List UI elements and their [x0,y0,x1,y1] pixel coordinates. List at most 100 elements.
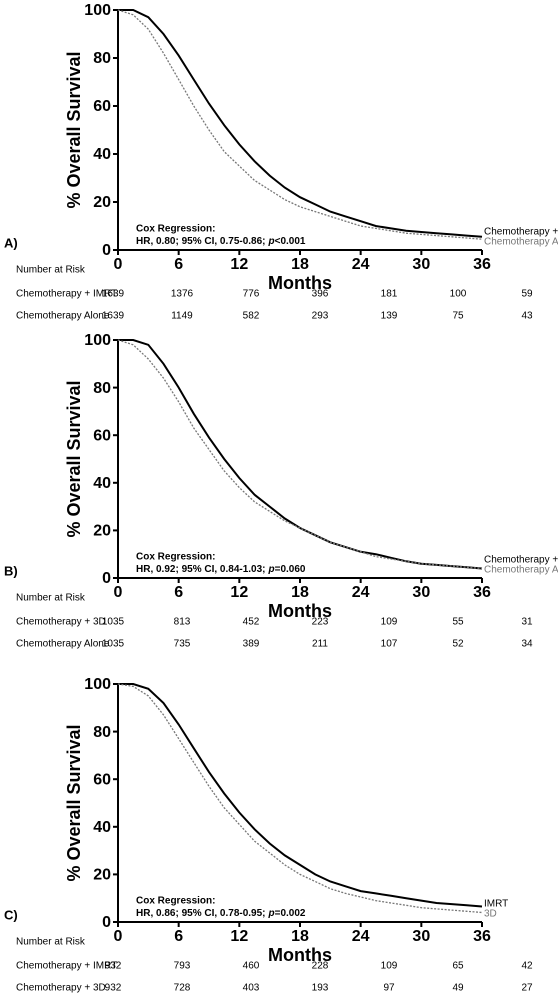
risk-value: 452 [243,617,260,628]
y-tick-label: 40 [93,475,111,492]
y-tick-label: 60 [93,427,111,444]
legend-label: Chemotherapy Alone [484,565,558,576]
y-tick-label: 0 [102,914,111,931]
x-tick-label: 24 [352,256,370,273]
x-tick-label: 12 [230,256,248,273]
risk-value: 1149 [171,311,193,322]
risk-row-name: Chemotherapy Alone [16,311,110,322]
risk-value: 228 [312,961,329,972]
survival-curve [117,683,483,914]
annotation-part: HR, 0.80; 95% CI, 0.75-0.86; [136,236,266,247]
y-tick-label: 60 [93,771,111,788]
y-tick-label: 100 [84,676,111,693]
risk-value: 728 [174,983,191,994]
risk-value: 52 [452,639,464,650]
y-tick-label: 20 [93,194,111,211]
annotation-part: =0.002 [275,908,306,919]
risk-row-name: Chemotherapy + 3D [16,983,106,994]
y-tick-label: 40 [93,146,111,163]
risk-value: 582 [243,311,260,322]
y-axis-label: % Overall Survival [64,51,84,208]
risk-table-title: Number at Risk [16,937,86,948]
legend-label: Chemotherapy + 3D [484,555,558,566]
x-tick-label: 30 [412,256,430,273]
risk-value: 1639 [102,311,125,322]
risk-value: 1035 [102,617,125,628]
y-tick-label: 20 [93,867,111,884]
survival-curve [118,9,483,238]
legend-label: Chemotherapy + IMRT [484,227,558,238]
risk-value: 293 [312,311,329,322]
x-tick-label: 0 [114,584,123,601]
risk-value: 109 [381,961,398,972]
risk-row-name: Chemotherapy + 3D [16,617,106,628]
y-axis-label: % Overall Survival [64,380,84,537]
risk-value: 31 [521,617,533,628]
x-tick-label: 18 [291,928,309,945]
risk-value: 1376 [171,289,194,300]
risk-value: 139 [381,311,398,322]
y-tick-label: 0 [102,570,111,587]
risk-value: 1035 [102,639,125,650]
x-axis-label: Months [268,273,332,293]
x-tick-label: 24 [352,584,370,601]
x-axis-label: Months [268,601,332,621]
survival-curve [117,339,483,570]
y-axis-label: % Overall Survival [64,724,84,881]
risk-value: 403 [243,983,260,994]
x-tick-label: 0 [114,928,123,945]
annotation-text: HR, 0.92; 95% CI, 0.84-1.03; p=0.060 [136,564,306,575]
legend-label: Chemotherapy Alone [484,237,558,248]
risk-table-title: Number at Risk [16,265,86,276]
y-tick-label: 80 [93,724,111,741]
risk-row-name: Chemotherapy + IMRT [16,961,117,972]
panel-label: A) [4,235,18,250]
risk-value: 813 [174,617,191,628]
risk-value: 107 [381,639,398,650]
risk-value: 735 [174,639,191,650]
annotation-part: =0.060 [275,564,306,575]
risk-value: 42 [521,961,533,972]
y-tick-label: 0 [102,242,111,259]
survival-curve [117,9,483,240]
x-tick-label: 12 [230,584,248,601]
x-tick-label: 6 [174,928,183,945]
risk-value: 109 [381,617,398,628]
annotation-title: Cox Regression: [136,896,215,907]
x-tick-label: 18 [291,584,309,601]
risk-value: 65 [452,961,464,972]
annotation-text: HR, 0.80; 95% CI, 0.75-0.86; p<0.001 [136,236,306,247]
risk-row-name: Chemotherapy Alone [16,639,110,650]
x-axis-label: Months [268,945,332,965]
risk-value: 211 [312,639,328,650]
risk-table-title: Number at Risk [16,593,86,604]
x-tick-label: 36 [473,928,491,945]
annotation-part: p [268,564,275,575]
risk-value: 389 [243,639,260,650]
risk-value: 1639 [102,289,125,300]
risk-value: 776 [243,289,260,300]
x-tick-label: 30 [412,928,430,945]
y-tick-label: 100 [84,2,111,19]
risk-value: 55 [452,617,464,628]
annotation-part: p [268,908,275,919]
survival-curve [118,683,483,908]
annotation-text: HR, 0.86; 95% CI, 0.78-0.95; p=0.002 [136,908,306,919]
y-tick-label: 60 [93,98,111,115]
risk-value: 932 [105,983,122,994]
risk-value: 932 [105,961,122,972]
annotation-part: HR, 0.86; 95% CI, 0.78-0.95; [136,908,266,919]
x-tick-label: 24 [352,928,370,945]
annotation-part: HR, 0.92; 95% CI, 0.84-1.03; [136,564,266,575]
x-tick-label: 36 [473,584,491,601]
risk-value: 49 [452,983,464,994]
risk-value: 27 [521,983,533,994]
risk-value: 59 [521,289,533,300]
annotation-title: Cox Regression: [136,552,215,563]
x-tick-label: 6 [174,584,183,601]
panel-label: C) [4,907,18,922]
x-tick-label: 18 [291,256,309,273]
risk-value: 793 [174,961,191,972]
